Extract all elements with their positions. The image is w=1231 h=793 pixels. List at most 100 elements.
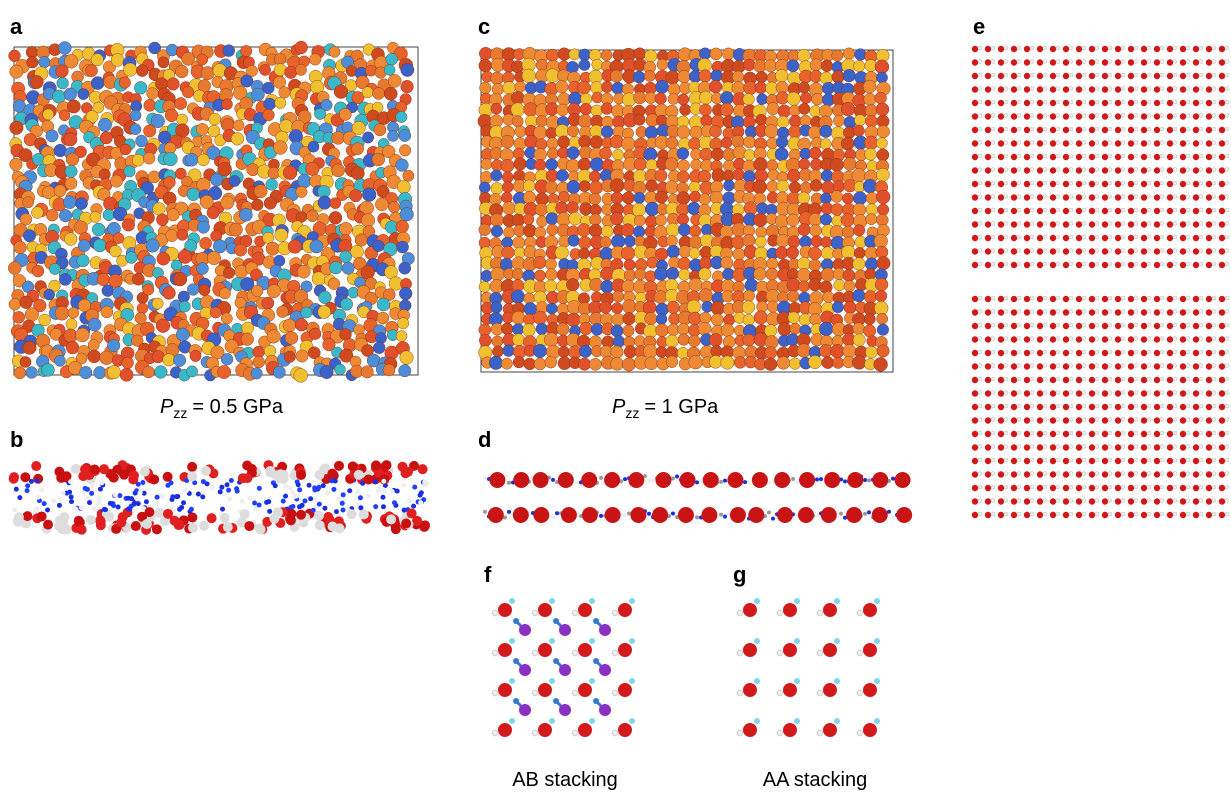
atom [1082,377,1086,381]
atom [612,291,623,302]
atom [502,246,515,259]
atom [35,478,40,483]
atom [998,458,1004,464]
atom [1037,113,1043,119]
atom [985,262,991,268]
atom [377,298,390,311]
atom [1004,235,1008,239]
atom [699,91,712,104]
atom [764,358,777,371]
atom [1219,390,1225,396]
atom [1141,512,1147,518]
atom [227,497,232,502]
atom [197,178,211,192]
atom [991,235,995,239]
atom [173,354,186,367]
atom [1011,350,1017,356]
atom [382,488,387,493]
atom [1017,154,1021,158]
atom [1017,73,1021,77]
atom [853,323,865,335]
atom [635,269,646,280]
atom [1206,512,1212,518]
atom [1173,195,1177,199]
atom [1024,59,1030,65]
atom [651,479,655,483]
oxygen [783,603,797,617]
atom [1004,181,1008,185]
atom [1115,167,1121,173]
atom [1134,458,1138,462]
atom [1076,73,1082,79]
atom [314,511,324,521]
atom [480,171,492,183]
atom [776,136,788,148]
atom [1134,485,1138,489]
atom [991,499,995,503]
atom [695,515,699,519]
atom [985,113,991,119]
atom [1004,323,1008,327]
atom [544,333,558,347]
atom [1219,431,1225,437]
atom [972,59,978,65]
atom [1030,154,1034,158]
atom [1004,337,1008,341]
atom [1160,404,1164,408]
atom [1147,168,1151,172]
atom [1004,391,1008,395]
atom [1095,404,1099,408]
atom [1154,100,1160,106]
atom [991,208,995,212]
atom [1095,168,1099,172]
atom [699,104,711,116]
atom [710,48,722,60]
atom [1102,498,1108,504]
atom [1056,499,1060,503]
atom [1193,444,1199,450]
atom [1024,221,1030,227]
atom [501,159,514,172]
oxygen [498,603,512,617]
hydrogen [834,718,840,724]
atom [169,480,174,485]
atom [533,472,549,488]
atom [1167,140,1173,146]
atom [342,262,354,274]
atom [513,507,529,523]
atom [1180,262,1186,268]
atom [624,235,635,246]
atom [1043,431,1047,435]
atom [140,467,150,477]
oxygen [823,603,837,617]
atom [1030,418,1034,422]
atom [1212,296,1216,300]
atom [503,345,515,357]
atom [978,87,982,91]
atom [844,281,855,292]
atom [1076,498,1082,504]
atom [1128,458,1134,464]
atom [1102,471,1108,477]
hydrogen [572,690,578,696]
atom [1154,350,1160,356]
atom [1147,208,1151,212]
atom [1134,73,1138,77]
atom [1043,235,1047,239]
atom [1134,222,1138,226]
atom [1011,46,1017,52]
atom [991,404,995,408]
atom [1037,262,1043,268]
atom [1017,114,1021,118]
atom [30,75,43,88]
atom [1011,73,1017,79]
atom [39,56,51,68]
atom [998,363,1004,369]
atom [1069,73,1073,77]
atom [176,328,189,341]
atom [1193,417,1199,423]
hydrogen [589,718,595,724]
panel-label: d [478,427,491,452]
atom [1108,458,1112,462]
atom [1095,235,1099,239]
